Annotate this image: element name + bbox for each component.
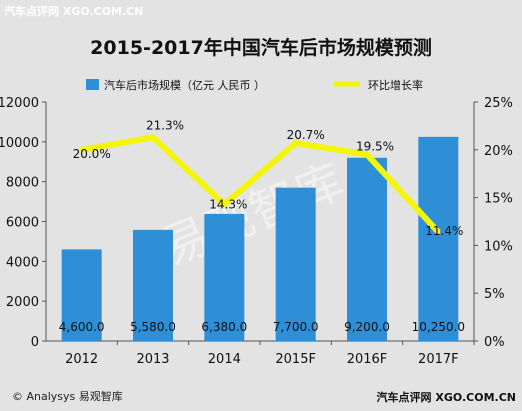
growth-rate-line <box>81 134 441 235</box>
growth-point-2013 <box>151 135 155 140</box>
line-series <box>79 134 441 235</box>
x-tick-label: 2013 <box>136 352 169 367</box>
bar-2014 <box>204 213 245 341</box>
bar-value-label: 9,200.0 <box>344 320 390 334</box>
left-tick-label: 2000 <box>6 295 39 310</box>
growth-point-2017F <box>436 230 441 235</box>
growth-value-label: 19.5% <box>356 140 394 154</box>
bar-2017F <box>418 136 459 341</box>
right-tick-label: 0% <box>484 335 505 350</box>
growth-value-label: 11.4% <box>425 224 463 238</box>
right-tick-label: 5% <box>484 287 505 302</box>
x-tick-label: 2016F <box>347 352 388 367</box>
bar-2012 <box>61 249 102 341</box>
legend-label-line: 环比增长率 <box>368 78 423 92</box>
left-tick-label: 10000 <box>0 136 39 151</box>
watermark-top: 汽车点评网 XGO.COM.CN <box>4 4 143 18</box>
x-axis-ticks: 2012 2013 2014 2015F 2016F 2017F <box>65 341 475 367</box>
growth-value-label: 14.3% <box>209 197 247 211</box>
bar-series <box>61 136 459 341</box>
x-tick-label: 2015F <box>275 352 316 367</box>
bar-value-label: 4,600.0 <box>59 320 105 334</box>
x-tick-label: 2014 <box>208 352 241 367</box>
bar-2013 <box>133 229 173 341</box>
x-tick-label: 2017F <box>418 352 459 367</box>
footer-watermark: 汽车点评网 XGO.COM.CN <box>377 390 516 404</box>
right-tick-label: 25% <box>484 96 513 111</box>
legend: 汽车后市场规模（亿元 人民币 ） 环比增长率 <box>86 78 423 92</box>
bar-value-label: 6,380.0 <box>201 320 247 334</box>
chart-title: 2015-2017年中国汽车后市场规模预测 <box>90 36 432 59</box>
growth-point-2014 <box>222 202 227 207</box>
left-tick-label: 4000 <box>6 255 39 270</box>
left-tick-label: 12000 <box>0 96 39 111</box>
bar-data-labels: 4,600.0 5,580.0 6,380.0 7,700.0 9,200.0 10,25… <box>59 320 465 334</box>
growth-value-label: 20.0% <box>73 147 111 161</box>
left-tick-label: 8000 <box>6 176 39 191</box>
right-tick-label: 20% <box>484 144 513 159</box>
x-tick-label: 2012 <box>65 352 98 367</box>
line-data-labels: 20.0% 21.3% 14.3% 20.7% 19.5% 11.4% <box>73 118 464 238</box>
legend-label-bar: 汽车后市场规模（亿元 人民币 ） <box>104 78 265 92</box>
growth-point-2016F <box>365 152 369 157</box>
right-tick-label: 10% <box>484 239 513 254</box>
bar-value-label: 5,580.0 <box>130 320 176 334</box>
growth-point-2012 <box>79 147 84 152</box>
growth-value-label: 21.3% <box>146 118 184 132</box>
bar-value-label: 10,250.0 <box>412 320 465 334</box>
bar-2015F <box>275 187 316 341</box>
right-axis-ticks: 0% 5% 10% 15% 20% 25% <box>474 96 513 350</box>
bar-2016F <box>347 157 387 341</box>
footer-source: © Analysys 易观智库 <box>12 389 123 403</box>
legend-swatch-bar <box>86 79 99 90</box>
bar-value-label: 7,700.0 <box>273 320 319 334</box>
growth-value-label: 20.7% <box>287 128 325 142</box>
left-tick-label: 6000 <box>6 216 39 231</box>
growth-point-2015F <box>293 141 298 146</box>
left-tick-label: 0 <box>31 335 39 350</box>
right-tick-label: 15% <box>484 192 513 207</box>
left-axis-ticks: 0 2000 4000 6000 8000 10000 12000 <box>0 96 46 350</box>
